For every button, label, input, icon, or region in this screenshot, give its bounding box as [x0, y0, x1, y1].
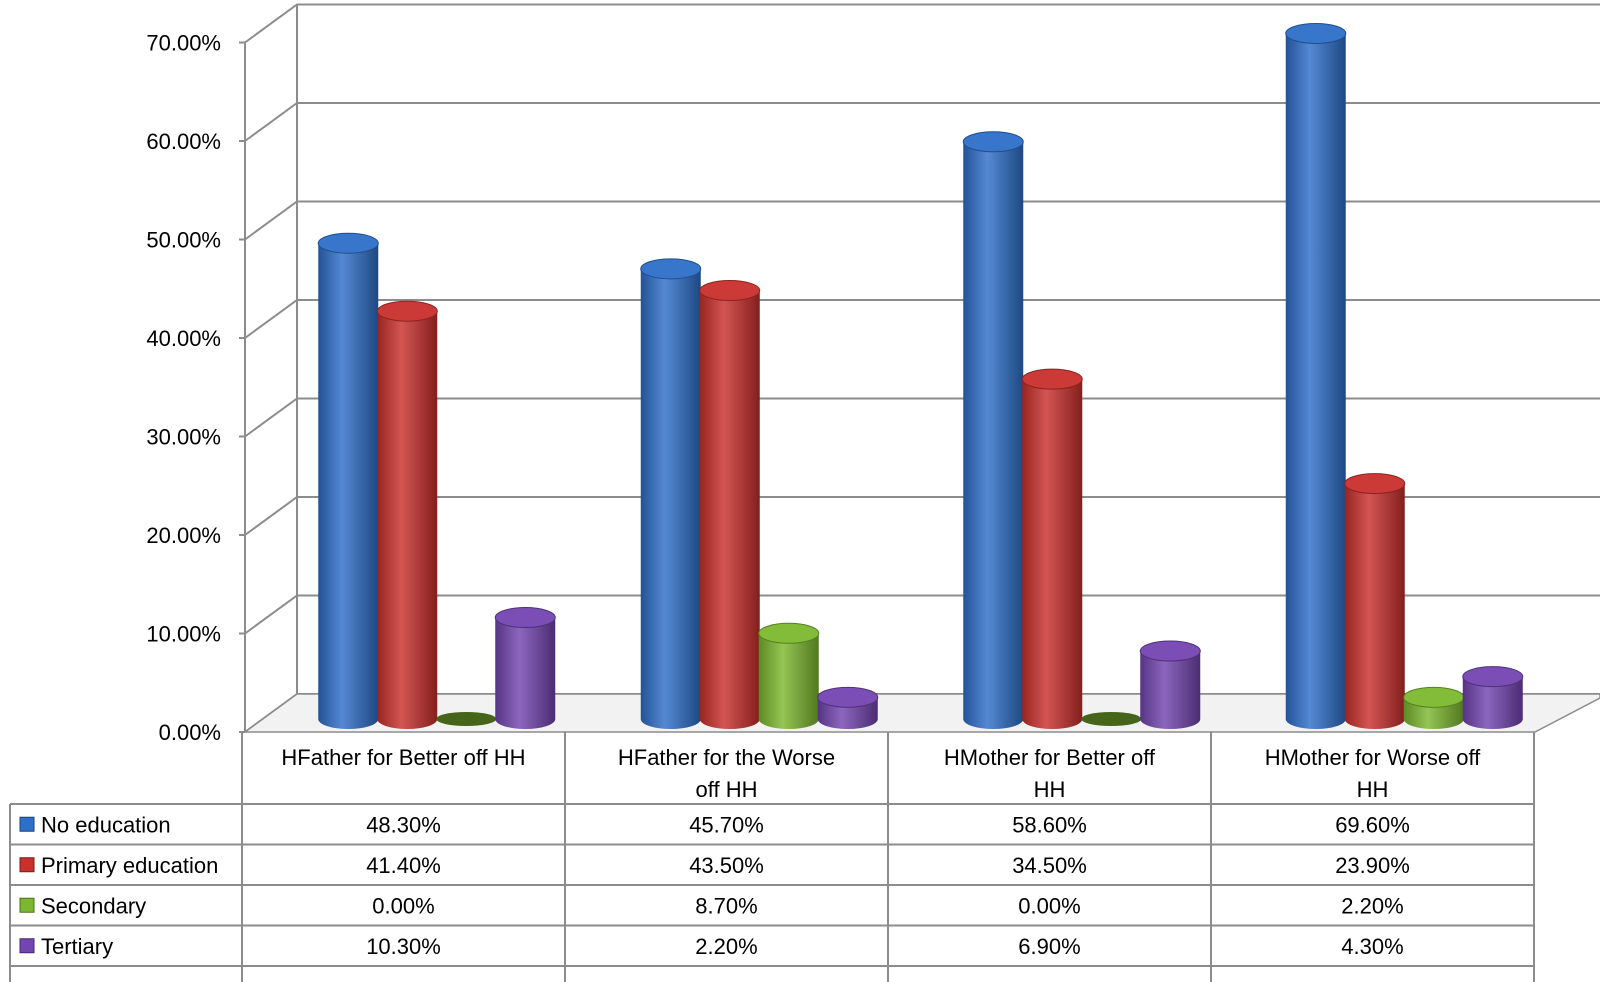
bar-top [1285, 22, 1347, 44]
gridlines [239, 3, 1600, 733]
bar-secondary [436, 712, 497, 726]
y-tick-label: 0.00% [159, 720, 221, 745]
bar-body [699, 290, 760, 729]
chart-floor [242, 693, 1600, 733]
bar-top [962, 131, 1024, 153]
bar-body [1140, 651, 1201, 729]
bar-body [640, 268, 701, 729]
bar-top [640, 258, 702, 280]
bar-top [317, 232, 379, 254]
gridline [244, 397, 1600, 438]
bar-body [495, 617, 556, 729]
category-label: HH [1357, 777, 1389, 802]
bar-body [377, 311, 438, 729]
table-value: 43.50% [689, 853, 764, 878]
bar-tertiary [1139, 640, 1201, 729]
bar-tertiary [494, 607, 556, 729]
bar-top [376, 300, 438, 322]
bar-body [1462, 676, 1523, 729]
legend-key [19, 897, 35, 913]
table-value: 23.90% [1335, 853, 1410, 878]
bar-no-education [1285, 22, 1347, 729]
bar-no-education [640, 258, 702, 729]
bar-body [318, 243, 379, 729]
table-value: 8.70% [695, 893, 757, 918]
bar-secondary [1403, 686, 1465, 729]
table-value: 4.30% [1341, 934, 1403, 959]
table-value: 0.00% [372, 893, 434, 918]
bar-top [1021, 368, 1083, 390]
legend-key [19, 857, 35, 873]
table-value: 34.50% [1012, 853, 1087, 878]
gridline [244, 102, 1600, 142]
table-value: 2.20% [695, 934, 757, 959]
gridline [244, 496, 1600, 536]
bar-top [817, 686, 879, 708]
bar-secondary [758, 622, 820, 729]
y-tick-label: 50.00% [146, 228, 221, 253]
category-label: HMother for Worse off [1265, 745, 1481, 770]
bar-primary-education [699, 280, 761, 729]
table-value: 6.90% [1018, 934, 1080, 959]
table-value: 69.60% [1335, 812, 1410, 837]
bar-tertiary [817, 686, 879, 729]
bar-no-education [317, 232, 379, 729]
bar-top [1139, 640, 1201, 662]
table-value: 0.00% [1018, 893, 1080, 918]
bars [317, 22, 1524, 730]
category-label: HMother for Better off [944, 745, 1156, 770]
bar-top [1344, 473, 1406, 495]
bar-body [1022, 379, 1083, 729]
bar-top [758, 622, 820, 644]
bar-no-education [962, 131, 1024, 730]
category-label: off HH [696, 777, 758, 802]
series-name: No education [41, 812, 171, 837]
bar-primary-education [1344, 473, 1406, 729]
bar-body [758, 633, 819, 729]
table-value: 41.40% [366, 853, 441, 878]
category-label: HFather for Better off HH [281, 745, 525, 770]
bar-primary-education [1021, 368, 1083, 729]
series-name: Primary education [41, 853, 218, 878]
bar-secondary [1081, 712, 1142, 726]
bar-body [1285, 33, 1346, 729]
bar-body [1344, 483, 1405, 729]
y-tick-label: 70.00% [146, 31, 221, 56]
gridline [244, 200, 1600, 241]
series-name: Secondary [41, 893, 146, 918]
gridline [244, 3, 1600, 44]
gridline [244, 594, 1600, 635]
y-axis: 0.00% 10.00% 20.00% 30.00% 40.00% 50.00% 60.00… [146, 31, 221, 746]
data-table: HFather for Better off HH HFather for the… [9, 732, 1535, 982]
legend-key [19, 938, 35, 954]
table-value: 2.20% [1341, 893, 1403, 918]
series-name: Tertiary [41, 934, 113, 959]
y-tick-label: 60.00% [146, 129, 221, 154]
bar-top [1462, 666, 1524, 688]
y-tick-label: 40.00% [146, 326, 221, 351]
y-tick-label: 30.00% [146, 425, 221, 450]
bar-body [963, 141, 1024, 730]
gridline [244, 299, 1600, 339]
table-value: 45.70% [689, 812, 764, 837]
y-tick-label: 20.00% [146, 523, 221, 548]
bar-zero [1081, 712, 1142, 726]
bar-top [699, 280, 761, 302]
legend-key [19, 816, 35, 832]
bar-tertiary [1462, 666, 1524, 729]
bar-top [1403, 686, 1465, 708]
bar-primary-education [376, 300, 438, 729]
table-value: 48.30% [366, 812, 441, 837]
y-tick-label: 10.00% [146, 622, 221, 647]
bar-zero [436, 712, 497, 726]
category-label: HH [1034, 777, 1066, 802]
table-value: 10.30% [366, 934, 441, 959]
bar-top [494, 607, 556, 629]
table-value: 58.60% [1012, 812, 1087, 837]
category-label: HFather for the Worse [618, 745, 835, 770]
